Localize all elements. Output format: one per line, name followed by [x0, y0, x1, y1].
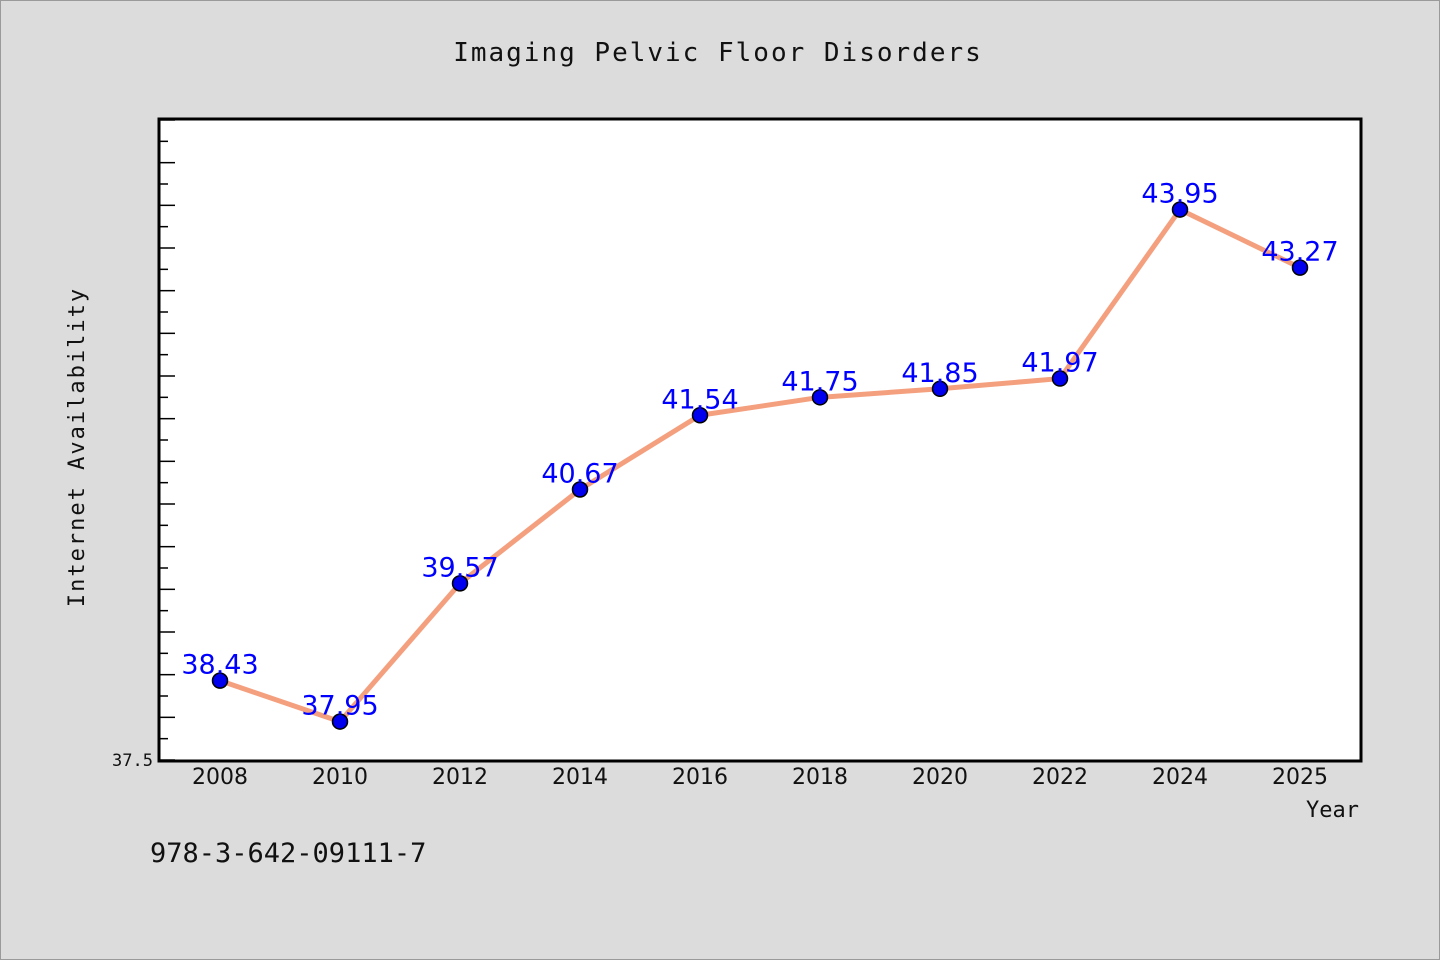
x-tick-label: 2020	[912, 765, 968, 790]
data-point-marker	[931, 380, 949, 398]
chart-title: Imaging Pelvic Floor Disorders	[453, 38, 983, 68]
data-point-marker	[1051, 370, 1069, 387]
data-label: 43.27	[1261, 237, 1338, 268]
x-tick-label: 2025	[1272, 765, 1328, 790]
data-point-marker	[811, 389, 829, 406]
x-tick-labels: 2008 2010 2012 2014 2016 2018 2020 2022 2024 2025	[192, 765, 1328, 790]
data-label: 43.95	[1141, 179, 1218, 210]
x-tick-label: 2016	[672, 765, 728, 790]
data-label: 40.67	[541, 458, 618, 489]
y-tick-label: 37.5	[112, 751, 153, 771]
x-tick-label: 2022	[1032, 765, 1088, 790]
y-axis-ticks	[160, 119, 175, 761]
data-label: 38.43	[181, 650, 258, 681]
data-point-marker	[211, 672, 229, 689]
isbn-annotation: 978-3-642-09111-7	[150, 838, 426, 869]
series-line-group	[217, 207, 1303, 725]
data-label: 41.85	[901, 358, 978, 389]
x-tick-label: 2018	[792, 765, 848, 790]
data-point-marker	[1171, 201, 1189, 218]
data-label: 41.54	[661, 384, 738, 415]
data-point-marker	[451, 575, 469, 592]
data-point-marker	[571, 481, 589, 498]
plot-area	[157, 117, 1363, 763]
data-points	[211, 201, 1309, 730]
x-tick-label: 2010	[312, 765, 368, 790]
x-axis-label: Year	[1306, 798, 1359, 823]
data-label: 37.95	[301, 691, 378, 722]
x-tick-label: 2024	[1152, 765, 1208, 790]
data-point-marker	[331, 713, 349, 730]
y-axis-label: Internet Availability	[65, 287, 90, 607]
series-line	[217, 207, 1303, 725]
data-point-marker	[1291, 259, 1309, 276]
data-label: 41.97	[1021, 348, 1098, 379]
data-label: 39.57	[421, 552, 498, 583]
x-tick-label: 2012	[432, 765, 488, 790]
data-label: 41.75	[781, 366, 858, 397]
x-tick-label: 2008	[192, 765, 248, 790]
data-labels: 38.43 37.95 39.57 40.67 41.54 41.75 41.85 41.97…	[181, 179, 1338, 722]
data-point-marker	[691, 407, 709, 424]
x-tick-label: 2014	[552, 765, 608, 790]
